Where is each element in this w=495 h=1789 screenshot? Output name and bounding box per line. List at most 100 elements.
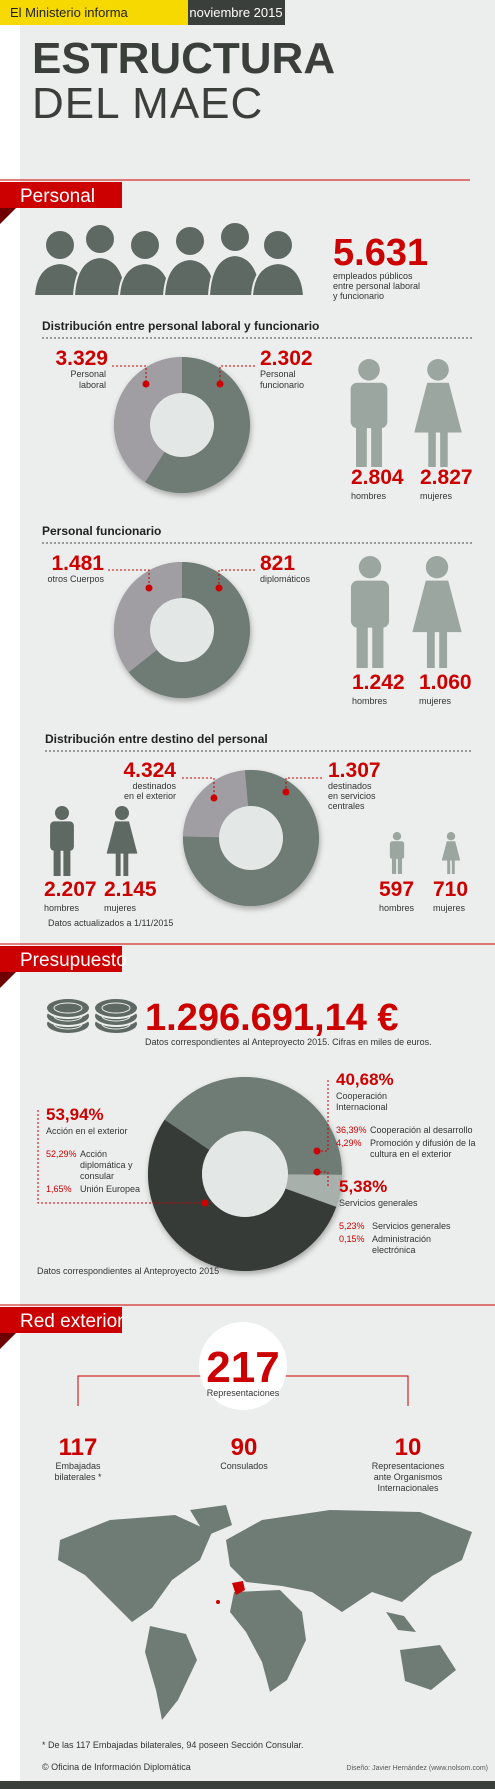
value-label: 1.307 <box>328 759 381 782</box>
woman-icon <box>115 806 129 820</box>
count-label: mujeres <box>419 696 452 706</box>
man-icon <box>350 580 390 628</box>
people-icon <box>129 229 161 261</box>
section-fold <box>0 972 16 988</box>
coin-icon <box>45 997 91 1019</box>
footer-bar <box>0 1781 495 1789</box>
header-date: noviembre 2015 <box>189 5 282 20</box>
group-name: Servicios generales <box>339 1198 418 1208</box>
group-name: Cooperación <box>336 1091 387 1101</box>
woman-icon <box>447 859 451 874</box>
sub-label: Acción <box>80 1149 107 1159</box>
map-shape <box>226 1510 472 1612</box>
header-date-box <box>188 0 285 25</box>
man-icon <box>372 623 384 668</box>
leader-line <box>182 777 215 798</box>
man-icon <box>55 806 69 820</box>
woman-icon <box>428 430 436 467</box>
woman-icon <box>426 629 435 668</box>
woman-icon <box>106 821 138 854</box>
count-label: hombres <box>352 696 388 706</box>
value-label: 5,38% <box>339 1177 387 1196</box>
count-label: mujeres <box>433 903 466 913</box>
man-icon <box>392 832 402 841</box>
total-caption: y funcionario <box>333 291 384 301</box>
sub-label: Administración <box>372 1234 431 1244</box>
value-label: 40,68% <box>336 1070 394 1089</box>
woman-icon <box>427 359 449 381</box>
woman-icon <box>425 556 449 579</box>
count: 10 <box>395 1434 422 1461</box>
map-shape <box>216 1600 220 1604</box>
woman-icon <box>439 629 448 668</box>
count-label: hombres <box>351 491 387 501</box>
slice-label: laboral <box>79 380 106 390</box>
note: Datos actualizados a 1/11/2015 <box>48 918 173 928</box>
count: 2.827 <box>420 466 473 489</box>
count-label: Embajadas <box>55 1461 101 1471</box>
leader-dot <box>145 584 153 592</box>
slice-label: Personal <box>260 369 296 379</box>
count-label: Representaciones <box>372 1461 445 1471</box>
sub-pct: 5,23% <box>339 1221 365 1231</box>
section-fold <box>0 208 16 224</box>
total-caption: empleados públicos <box>333 271 413 281</box>
count: 1.242 <box>352 671 405 694</box>
woman-icon <box>412 580 462 633</box>
section-title: Presupuesto <box>20 950 127 971</box>
section-fold <box>0 1333 16 1349</box>
man-icon <box>356 623 368 668</box>
donut-slice <box>183 770 319 906</box>
slice-label: destinados <box>328 781 372 791</box>
man-icon <box>358 359 380 381</box>
value-label: 4.324 <box>123 759 176 782</box>
sub-pct: 0,15% <box>339 1234 365 1244</box>
people-icon <box>84 223 116 255</box>
woman-icon <box>441 841 461 861</box>
man-icon <box>397 857 403 874</box>
people-icon <box>174 225 206 257</box>
people-icon <box>250 261 306 297</box>
donut-hole <box>219 806 283 870</box>
sub-label: Unión Europea <box>80 1184 140 1194</box>
count-label: Consulados <box>220 1461 268 1471</box>
woman-icon <box>123 852 129 876</box>
count-label: hombres <box>379 903 415 913</box>
section-tab <box>0 946 122 972</box>
leader-dot <box>313 1147 321 1155</box>
sub-label: consular <box>80 1171 114 1181</box>
people-icon <box>44 229 76 261</box>
woman-icon <box>446 832 456 841</box>
man-icon <box>371 423 382 467</box>
slice-label: destinados <box>132 781 176 791</box>
man-icon <box>63 848 71 876</box>
group-name: Internacional <box>336 1102 388 1112</box>
sub-pct: 1,65% <box>46 1184 72 1194</box>
people-icon <box>219 221 251 253</box>
sub-label: cultura en el exterior <box>370 1149 452 1159</box>
note: Datos correspondientes al Anteproyecto 2… <box>37 1266 219 1276</box>
man-icon <box>389 841 405 859</box>
leader-line <box>285 777 322 792</box>
sub-pct: 52,29% <box>46 1149 77 1159</box>
count-label: ante Organismos <box>374 1472 443 1482</box>
man-icon <box>358 556 382 579</box>
count: 1.060 <box>419 671 472 694</box>
coin-icon <box>101 1002 131 1014</box>
man-icon <box>356 423 367 467</box>
sub-label: Cooperación al desarrollo <box>370 1125 473 1135</box>
map-shape <box>230 1590 306 1692</box>
man-icon <box>350 382 388 429</box>
donut-slice <box>113 357 182 483</box>
map-shape <box>58 1515 212 1622</box>
heading: Distribución entre personal laboral y fu… <box>42 319 319 333</box>
slice-label: Personal <box>70 369 106 379</box>
value-label: 1.481 <box>51 552 104 575</box>
slice-label: diplomáticos <box>260 574 311 584</box>
man-icon <box>50 821 74 851</box>
donut-slice <box>147 1119 337 1272</box>
map-shape <box>400 1645 456 1690</box>
value-label: 53,94% <box>46 1105 104 1124</box>
group-name: Acción en el exterior <box>46 1126 128 1136</box>
sub-label: diplomática y <box>80 1160 133 1170</box>
